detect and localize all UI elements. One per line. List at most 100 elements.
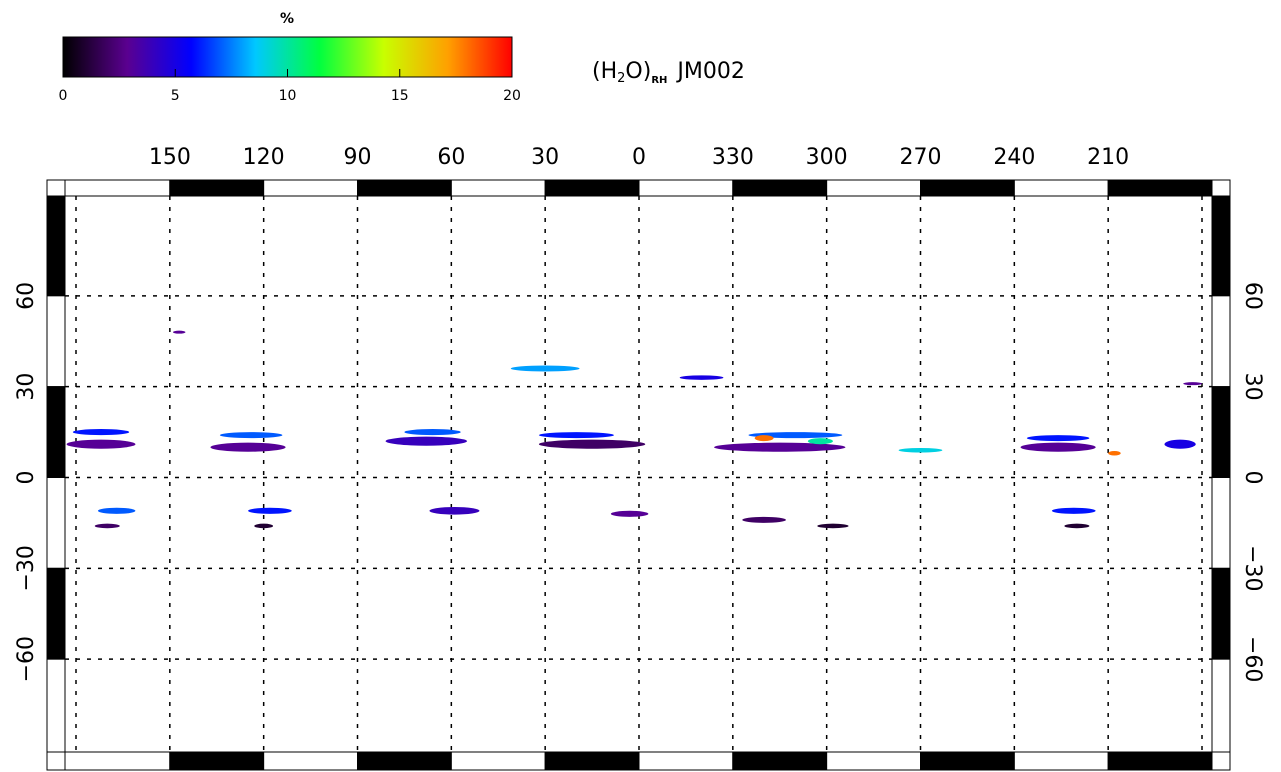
y-tick-label: −60 (14, 636, 39, 682)
x-tick-label: 120 (243, 145, 285, 170)
frame-band (1211, 658, 1231, 753)
data-patch (219, 432, 283, 439)
frame-band (263, 179, 358, 197)
frame-band (920, 751, 1015, 771)
data-patch (1164, 439, 1196, 449)
colorbar-tick-label: 10 (279, 88, 297, 104)
frame-band (450, 751, 546, 771)
colorbar-label: % (280, 11, 294, 27)
y-tick-label-right: −30 (1240, 545, 1265, 591)
data-patch (510, 365, 580, 372)
frame-band (64, 751, 171, 771)
frame-band (920, 179, 1015, 197)
x-tick-label: 210 (1087, 145, 1129, 170)
y-tick-label-right: −60 (1240, 636, 1265, 682)
frame-band (1013, 751, 1109, 771)
frame-band (263, 751, 358, 771)
colorbar-tick-label: 0 (59, 88, 68, 104)
frame-band (638, 179, 734, 197)
colorbar-tick-label: 15 (391, 88, 409, 104)
x-tick-label: 60 (437, 145, 465, 170)
data-patch (1108, 451, 1121, 456)
x-tick-label: 150 (149, 145, 191, 170)
frame-band (1211, 477, 1231, 569)
frame-band (64, 179, 171, 197)
frame-band (46, 477, 66, 569)
frame-band (544, 179, 640, 197)
y-tick-label: 60 (14, 282, 39, 310)
frame-band (169, 179, 265, 197)
data-patch (404, 429, 461, 436)
y-tick-label: −30 (14, 545, 39, 591)
data-patch (97, 507, 136, 514)
frame-band (46, 658, 66, 753)
frame-band (46, 195, 66, 297)
y-tick-label-right: 60 (1240, 282, 1265, 310)
frame-band (450, 179, 546, 197)
data-patch (538, 432, 614, 439)
y-tick-label: 0 (14, 471, 39, 485)
title-sub: 2 (617, 71, 625, 86)
frame-band (1211, 195, 1231, 297)
data-patch (1026, 435, 1090, 442)
frame-band (1107, 179, 1213, 197)
title-part: JM002 (675, 59, 744, 84)
data-patch (742, 516, 787, 523)
frame-band (638, 751, 734, 771)
y-tick-label-right: 0 (1240, 471, 1265, 485)
data-patch (807, 438, 833, 445)
frame-band (1211, 295, 1231, 388)
data-patch (1020, 442, 1096, 452)
x-tick-label: 90 (344, 145, 372, 170)
title-sub: RH (651, 75, 667, 86)
frame-band (826, 179, 922, 197)
data-patch (254, 523, 274, 529)
data-patch (817, 523, 849, 529)
data-patch (898, 447, 943, 453)
x-tick-label: 330 (712, 145, 754, 170)
data-patch (66, 439, 136, 449)
data-patch (1051, 507, 1096, 514)
frame-band (46, 295, 66, 388)
x-tick-label: 30 (531, 145, 559, 170)
frame-band (826, 751, 922, 771)
colorbar-tick-label: 5 (171, 88, 180, 104)
frame-band (357, 179, 452, 197)
data-patch (210, 442, 286, 452)
data-patch (538, 439, 646, 449)
data-patch (429, 507, 480, 515)
frame-band (169, 751, 265, 771)
data-patch (94, 523, 120, 529)
data-patch (714, 442, 846, 452)
frame-band (1211, 386, 1231, 478)
title-part: O) (625, 59, 651, 84)
data-patch (754, 435, 774, 442)
data-patch (679, 375, 724, 380)
x-tick-label: 0 (632, 145, 646, 170)
data-patch (1183, 382, 1203, 386)
data-patch (385, 436, 467, 446)
frame-band (357, 751, 452, 771)
data-patch (172, 330, 186, 334)
data-patch (72, 429, 130, 436)
data-patch (248, 507, 292, 514)
frame-band (1013, 179, 1109, 197)
x-tick-label: 270 (900, 145, 942, 170)
x-tick-label: 240 (993, 145, 1035, 170)
data-patch (610, 510, 649, 517)
frame-band (1211, 567, 1231, 660)
frame-band (1107, 751, 1213, 771)
title: (H2O)RH JM002 (592, 59, 745, 86)
frame-band (46, 567, 66, 660)
frame-band (46, 386, 66, 478)
title-part: (H (592, 59, 617, 84)
y-tick-label: 30 (14, 373, 39, 401)
frame-band (732, 179, 828, 197)
data-patch (1064, 523, 1090, 529)
frame-band (732, 751, 828, 771)
x-tick-label: 300 (806, 145, 848, 170)
colorbar-tick-label: 20 (503, 88, 521, 104)
y-tick-label-right: 30 (1240, 373, 1265, 401)
frame-band (544, 751, 640, 771)
